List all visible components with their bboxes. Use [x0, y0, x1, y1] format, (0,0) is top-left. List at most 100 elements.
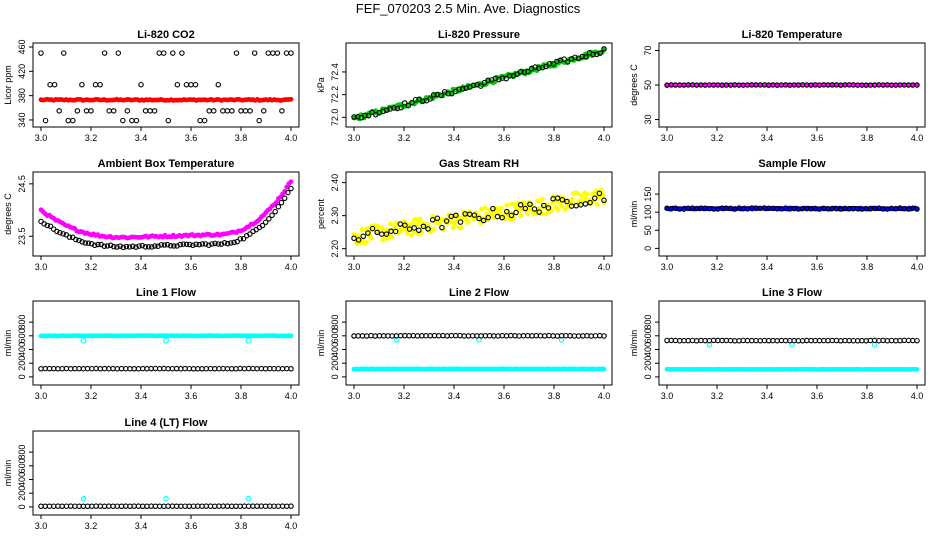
y-tick-label: 0 [643, 374, 653, 379]
data-point [120, 117, 126, 124]
data-point [231, 239, 237, 246]
data-point [274, 50, 281, 56]
data-point [485, 214, 492, 221]
data-point [206, 108, 212, 114]
data-point [552, 63, 558, 69]
data-point [889, 82, 894, 88]
data-point [186, 241, 193, 248]
data-point [389, 234, 395, 240]
series-black [38, 503, 294, 510]
x-tick-label: 3.0 [348, 262, 361, 272]
chart-title: Line 1 Flow [136, 287, 196, 299]
data-point [202, 241, 209, 247]
y-tick-label: 800 [330, 315, 340, 330]
y-tick-label: 400 [330, 342, 340, 357]
y-tick-label: 800 [17, 445, 27, 460]
data-point [70, 117, 76, 124]
data-point [504, 202, 510, 208]
data-point [446, 212, 452, 218]
data-point [60, 231, 66, 237]
x-tick-label: 3.0 [661, 133, 674, 143]
x-tick-label: 3.8 [235, 391, 248, 401]
data-point [481, 79, 488, 86]
y-tick-label: 400 [17, 472, 27, 487]
data-point [559, 197, 566, 203]
data-point [147, 108, 153, 114]
data-point [183, 241, 190, 247]
x-tick-label: 3.8 [861, 133, 874, 143]
y-tick-label: 72.2 [330, 86, 340, 104]
data-point [355, 237, 362, 243]
x-tick-label: 3.4 [761, 133, 774, 143]
data-point [224, 240, 231, 247]
series-black [351, 46, 607, 121]
data-point [283, 50, 290, 56]
data-point [174, 243, 180, 249]
x-tick-label: 3.2 [398, 262, 411, 272]
data-point [161, 242, 168, 248]
data-point [54, 228, 60, 235]
chart-temperature: Li-820 Temperature degrees C 3.0 3.2 3.4 3.6 3… [629, 29, 926, 143]
data-point [587, 199, 593, 206]
data-point [256, 117, 262, 124]
data-point [507, 73, 513, 79]
data-point [791, 82, 797, 88]
data-point [245, 495, 252, 502]
data-point [65, 117, 72, 124]
data-point [365, 230, 371, 236]
data-point [471, 212, 478, 218]
chart-title: Line 4 (LT) Flow [125, 417, 208, 429]
data-point [269, 212, 275, 219]
data-point [470, 82, 477, 88]
data-point [499, 214, 505, 221]
series-black [664, 337, 920, 344]
data-point [167, 243, 174, 249]
data-point [555, 207, 561, 213]
x-tick-label: 3.4 [448, 262, 461, 272]
data-point [288, 503, 294, 509]
chart-line3: Line 3 Flow ml/min 3.0 3.2 3.4 3.6 3.8 4.0 0 2004… [629, 287, 926, 401]
data-point [220, 108, 226, 114]
data-point [193, 241, 199, 248]
series-black [38, 365, 294, 372]
data-point [281, 195, 288, 202]
x-tick-label: 3.4 [135, 262, 148, 272]
chart-co2: Li-820 CO2 Licor ppm 3.0 3.2 3.4 3.6 3.8 4.0 340… [3, 29, 300, 143]
data-point [117, 243, 123, 249]
data-point [434, 91, 441, 98]
data-point [188, 81, 194, 88]
x-tick-label: 3.6 [811, 133, 824, 143]
data-point [584, 191, 590, 197]
data-point [126, 244, 133, 250]
data-point [57, 229, 63, 236]
data-point [846, 82, 852, 88]
data-point [863, 82, 869, 88]
data-point [145, 244, 152, 250]
y-tick-label: 2.20 [330, 240, 340, 258]
x-tick-label: 4.0 [911, 262, 924, 272]
data-point [459, 86, 466, 92]
x-tick-label: 3.8 [235, 262, 248, 272]
data-point [434, 215, 441, 222]
x-tick-label: 3.0 [35, 521, 48, 531]
data-point [179, 50, 185, 56]
data-point [677, 82, 683, 88]
x-tick-label: 3.6 [811, 391, 824, 401]
data-point [130, 243, 136, 250]
data-point [360, 233, 367, 240]
y-tick-label: 0 [643, 246, 653, 251]
data-point [106, 108, 112, 114]
data-point [711, 82, 717, 88]
data-point [251, 50, 258, 56]
y-axis-label: ml/min [629, 201, 639, 228]
data-point [480, 217, 487, 224]
data-point [79, 239, 85, 245]
data-point [364, 240, 369, 245]
plot-frame [32, 300, 300, 386]
x-tick-label: 3.4 [448, 391, 461, 401]
data-point [564, 198, 570, 205]
plot-frame [345, 42, 613, 128]
y-tick-label: 50 [643, 225, 653, 235]
plot-frame [32, 42, 300, 128]
data-point [590, 51, 596, 58]
